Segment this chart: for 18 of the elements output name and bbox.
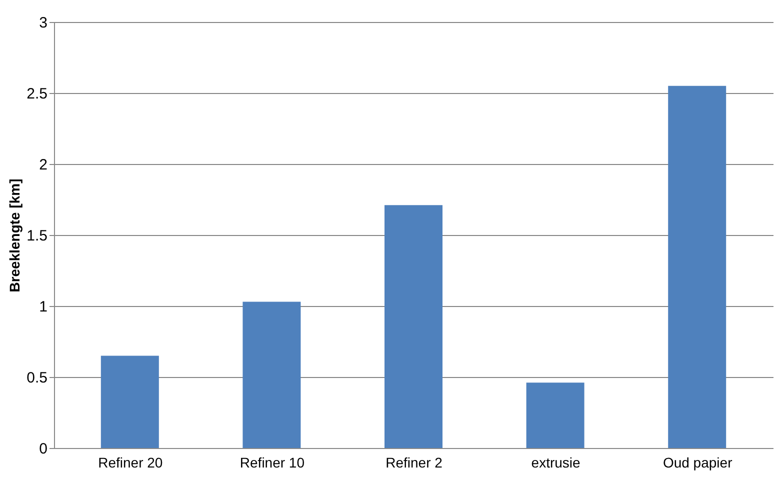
y-axis-title: Breeklengte [km]: [6, 178, 23, 292]
x-tick-label: extrusie: [531, 454, 581, 470]
bar: [242, 302, 301, 448]
bar: [100, 356, 159, 448]
y-tick-label: 3: [39, 14, 48, 32]
x-tick-label: Refiner 10: [240, 454, 305, 470]
bar: [668, 86, 726, 448]
y-tick-label: 2: [39, 156, 48, 174]
bar: [384, 205, 442, 448]
y-tick-label: 0.5: [26, 370, 48, 386]
bar: [526, 382, 584, 448]
y-tick-label: 1: [39, 298, 48, 316]
x-tick-label: Oud papier: [662, 454, 733, 470]
y-tick-label: 2.5: [26, 86, 48, 102]
x-tick-label: Refiner 20: [98, 454, 163, 470]
x-tick-label: Refiner 2: [386, 454, 443, 470]
y-tick-label: 0: [39, 440, 48, 458]
y-tick-label: 1.5: [26, 228, 48, 244]
